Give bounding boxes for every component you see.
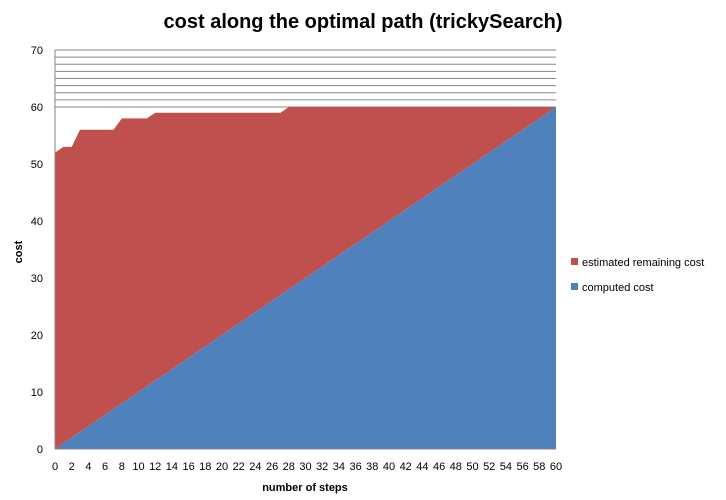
x-tick-label: 0 bbox=[52, 461, 58, 473]
x-tick-label: 12 bbox=[149, 461, 161, 473]
x-tick-label: 58 bbox=[533, 461, 545, 473]
y-tick-label: 10 bbox=[31, 387, 43, 399]
x-tick-label: 14 bbox=[166, 461, 178, 473]
x-tick-label: 32 bbox=[316, 461, 328, 473]
x-tick-label: 22 bbox=[233, 461, 245, 473]
x-tick-label: 60 bbox=[550, 461, 562, 473]
x-tick-label: 8 bbox=[119, 461, 125, 473]
x-tick-label: 34 bbox=[333, 461, 345, 473]
y-tick-label: 40 bbox=[31, 216, 43, 228]
x-tick-label: 26 bbox=[266, 461, 278, 473]
x-tick-label: 42 bbox=[400, 461, 412, 473]
legend-label-estimated-remaining-cost: estimated remaining cost bbox=[582, 257, 704, 269]
area-computed-cost bbox=[55, 107, 556, 449]
x-tick-label: 6 bbox=[102, 461, 108, 473]
x-tick-label: 10 bbox=[132, 461, 144, 473]
x-tick-label: 38 bbox=[366, 461, 378, 473]
y-tick-label: 0 bbox=[37, 444, 43, 456]
x-tick-label: 30 bbox=[299, 461, 311, 473]
x-tick-label: 2 bbox=[69, 461, 75, 473]
legend-label-computed-cost: computed cost bbox=[582, 282, 654, 294]
x-tick-label: 18 bbox=[199, 461, 211, 473]
chart-title: cost along the optimal path (trickySearc… bbox=[164, 11, 563, 33]
y-tick-label: 70 bbox=[31, 45, 43, 57]
y-axis-label: cost bbox=[13, 240, 25, 263]
x-tick-label: 46 bbox=[433, 461, 445, 473]
y-tick-labels: 0 10 20 30 40 50 60 70 bbox=[31, 45, 43, 456]
legend: estimated remaining cost computed cost bbox=[571, 257, 704, 294]
y-tick-label: 60 bbox=[31, 102, 43, 114]
areas bbox=[55, 107, 556, 449]
y-tick-label: 50 bbox=[31, 159, 43, 171]
y-tick-label: 20 bbox=[31, 330, 43, 342]
x-tick-label: 44 bbox=[416, 461, 428, 473]
legend-swatch-estimated-remaining-cost bbox=[571, 258, 578, 265]
x-tick-label: 28 bbox=[283, 461, 295, 473]
x-tick-label: 4 bbox=[85, 461, 91, 473]
x-tick-label: 50 bbox=[466, 461, 478, 473]
gridlines bbox=[55, 49, 556, 108]
x-axis-label: number of steps bbox=[262, 482, 348, 494]
x-tick-label: 36 bbox=[349, 461, 361, 473]
x-tick-labels: 0 2 4 6 8 10 12 14 16 18 20 22 24 26 28 30 32 34 36 38 40 42 4… bbox=[52, 461, 562, 473]
x-tick-label: 56 bbox=[516, 461, 528, 473]
legend-swatch-computed-cost bbox=[571, 283, 578, 290]
x-tick-label: 24 bbox=[249, 461, 261, 473]
x-tick-label: 48 bbox=[450, 461, 462, 473]
x-tick-label: 52 bbox=[483, 461, 495, 473]
x-tick-label: 20 bbox=[216, 461, 228, 473]
x-tick-label: 40 bbox=[383, 461, 395, 473]
x-tick-label: 54 bbox=[500, 461, 512, 473]
x-tick-label: 16 bbox=[182, 461, 194, 473]
y-tick-label: 30 bbox=[31, 273, 43, 285]
